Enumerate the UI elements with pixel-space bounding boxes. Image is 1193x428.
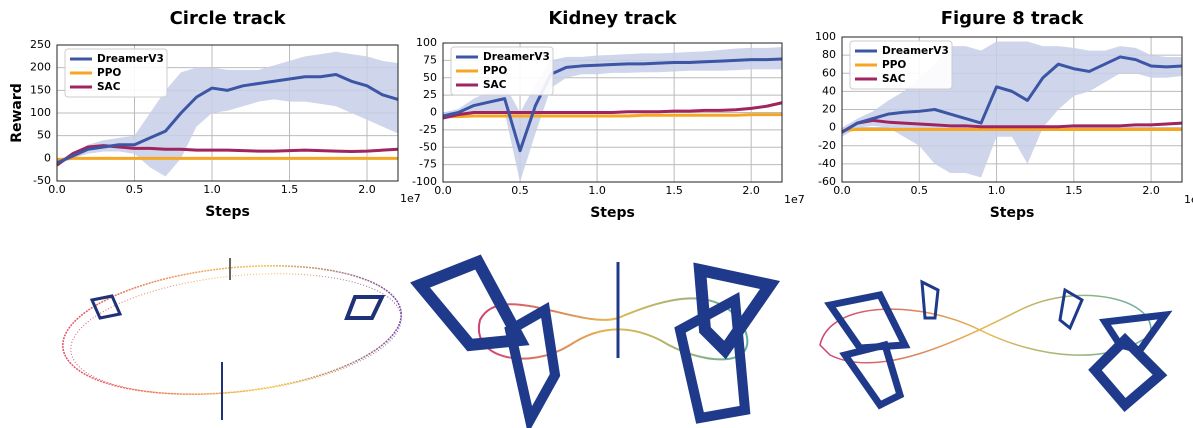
series-line xyxy=(443,113,782,119)
x-tick-label: 0.5 xyxy=(911,184,929,197)
chart-title: Figure 8 track xyxy=(941,8,1085,29)
kidney-track-render xyxy=(410,254,781,428)
series-line xyxy=(442,57,783,153)
legend-label: DreamerV3 xyxy=(882,45,949,57)
legend-label: SAC xyxy=(97,81,121,93)
legend-box xyxy=(64,48,168,98)
y-tick-label: 40 xyxy=(822,84,836,97)
y-tick-label: 100 xyxy=(30,106,51,119)
x-offset-label: 1e7 xyxy=(784,193,805,206)
y-tick-label: 50 xyxy=(423,71,437,84)
x-tick-label: 0.5 xyxy=(126,183,144,196)
y-tick-label: -50 xyxy=(33,174,51,187)
chart: Figure 8 track -60 -40 -20 0 20 40 60 80 100 0.0 0.… xyxy=(815,8,1193,221)
x-axis-label: Steps xyxy=(590,205,635,221)
x-axis-label: Steps xyxy=(990,205,1035,221)
x-offset-label: 1e7 xyxy=(400,192,421,205)
y-tick-label: -60 xyxy=(818,175,836,188)
legend-box xyxy=(849,40,953,90)
x-tick-label: 2.0 xyxy=(358,183,376,196)
series-line xyxy=(841,55,1183,134)
y-tick-label: -75 xyxy=(419,158,437,171)
x-tick-label: 1.0 xyxy=(988,184,1006,197)
plot-frame xyxy=(841,36,1183,183)
plot-frame xyxy=(442,42,783,183)
x-tick-label: 0.0 xyxy=(434,184,452,197)
figure8-track-render xyxy=(819,279,1173,413)
y-tick-label: -50 xyxy=(419,140,437,153)
legend-box xyxy=(450,46,554,96)
chart: Circle track -50 0 50 100 150 200 250 0.0 0.5 1.0 1… xyxy=(9,8,421,220)
series-line xyxy=(442,101,783,120)
x-tick-label: 0.0 xyxy=(48,183,66,196)
confidence-band xyxy=(443,47,782,182)
y-tick-label: 200 xyxy=(30,61,51,74)
chart-title: Circle track xyxy=(170,8,287,29)
circle-track-render xyxy=(62,258,402,420)
series-line xyxy=(841,127,1182,132)
legend-label: PPO xyxy=(882,59,906,71)
x-tick-label: 0.5 xyxy=(511,184,529,197)
y-tick-label: -40 xyxy=(818,157,836,170)
y-tick-label: 0 xyxy=(829,121,836,134)
plot-frame xyxy=(56,44,399,182)
series-line xyxy=(841,118,1183,134)
y-tick-label: 75 xyxy=(423,53,437,66)
legend-label: DreamerV3 xyxy=(97,53,164,65)
y-tick-label: 25 xyxy=(423,88,437,101)
x-tick-label: 1.0 xyxy=(588,184,606,197)
legend-label: PPO xyxy=(97,67,121,79)
series-line xyxy=(56,156,398,162)
y-tick-label: 150 xyxy=(30,83,51,96)
y-axis-label: Reward xyxy=(9,83,25,143)
x-tick-label: 1.5 xyxy=(1065,184,1083,197)
x-tick-label: 1.5 xyxy=(665,184,683,197)
y-tick-label: 50 xyxy=(37,129,51,142)
x-offset-label: 1e7 xyxy=(1184,193,1193,206)
confidence-band xyxy=(57,51,398,177)
x-tick-label: 0.0 xyxy=(833,184,851,197)
x-tick-label: 2.0 xyxy=(1142,184,1160,197)
x-tick-label: 1.5 xyxy=(281,183,299,196)
y-tick-label: 250 xyxy=(30,38,51,51)
x-tick-label: 2.0 xyxy=(742,184,760,197)
x-axis-label: Steps xyxy=(205,204,250,220)
y-tick-label: 60 xyxy=(822,66,836,79)
series-line xyxy=(56,72,399,165)
legend-label: SAC xyxy=(483,79,507,91)
y-tick-label: 0 xyxy=(44,151,51,164)
chart: Kidney track -100 -75 -50 -25 0 25 50 75 100 0.0 0.… xyxy=(412,8,805,221)
y-tick-label: 100 xyxy=(416,36,437,49)
legend-label: PPO xyxy=(483,65,507,77)
x-tick-label: 1.0 xyxy=(203,183,221,196)
y-tick-label: 80 xyxy=(822,48,836,61)
y-tick-label: -25 xyxy=(419,123,437,136)
y-tick-label: -20 xyxy=(818,139,836,152)
y-tick-label: -100 xyxy=(412,175,437,188)
y-tick-label: 20 xyxy=(822,103,836,116)
y-tick-label: 0 xyxy=(430,106,437,119)
legend-label: SAC xyxy=(882,73,906,85)
y-tick-label: 100 xyxy=(815,30,836,43)
legend-label: DreamerV3 xyxy=(483,51,550,63)
chart-title: Kidney track xyxy=(548,8,677,29)
